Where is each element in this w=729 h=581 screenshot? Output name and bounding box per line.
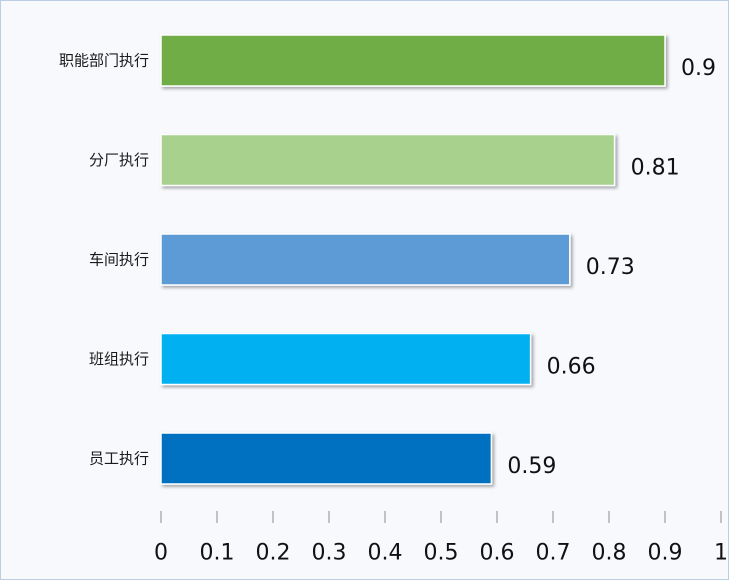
bar: [160, 233, 571, 286]
x-tick-label: 0.1: [200, 541, 235, 566]
x-tick-label: 0.9: [648, 541, 683, 566]
x-tick-label: 0: [154, 541, 168, 566]
bars-layer: 职能部门执行 0.9 分厂执行 0.81 车间执行 0.73 班组执行 0.66 员工执行 0.5…: [59, 34, 716, 485]
bar: [160, 133, 616, 187]
x-tick-label: 0.4: [368, 541, 403, 566]
x-tick-label: 0.6: [480, 541, 515, 566]
value-label: 0.66: [547, 355, 596, 380]
bar: [160, 432, 493, 485]
value-label: 0.73: [586, 255, 635, 280]
value-label: 0.81: [631, 156, 680, 181]
x-tick-label: 0.3: [312, 541, 347, 566]
category-label: 车间执行: [89, 251, 149, 269]
x-tick-label: 1: [714, 541, 728, 566]
value-label: 0.59: [507, 454, 556, 479]
x-tick-label: 0.8: [592, 541, 627, 566]
bar: [160, 34, 666, 87]
x-tick-label: 0.7: [536, 541, 571, 566]
x-tick-label: 0.2: [256, 541, 291, 566]
category-label: 职能部门执行: [59, 52, 149, 70]
value-label: 0.9: [681, 56, 716, 81]
bar: [160, 332, 532, 386]
x-tick-label: 0.5: [424, 541, 459, 566]
category-label: 班组执行: [89, 350, 149, 368]
category-label: 员工执行: [89, 450, 149, 468]
x-axis: 0 0.1 0.2 0.3 0.4 0.5 0.6 0.7 0.8 0.9 1: [154, 511, 728, 566]
category-label: 分厂执行: [89, 151, 149, 169]
